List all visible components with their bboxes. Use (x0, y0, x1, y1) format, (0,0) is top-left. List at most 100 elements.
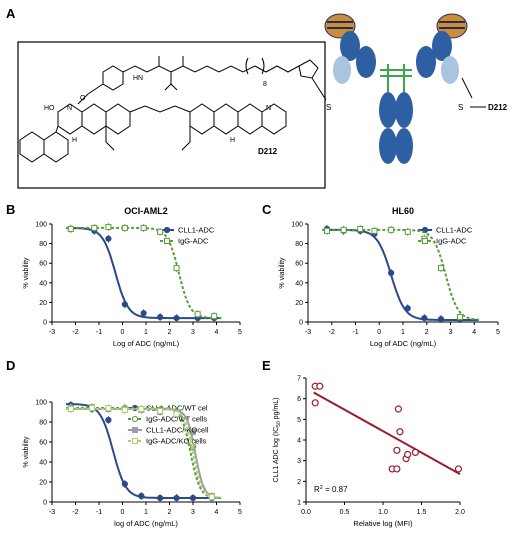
peptide-chain (122, 65, 256, 73)
x-tick-label: 2 (168, 509, 172, 516)
data-point (88, 405, 95, 411)
pbd-ring-7 (213, 103, 239, 135)
legend-marker (131, 415, 139, 423)
y-tick-label: 6 (297, 396, 301, 403)
y-tick-label: 80 (39, 420, 47, 427)
y-tick-label: 60 (39, 261, 47, 268)
carbamate (77, 93, 89, 105)
x-axis-label: log of ADC (ng/mL) (114, 519, 178, 528)
data-point (173, 411, 180, 417)
pbd-ring-6 (189, 103, 215, 135)
antibody-d212-label: D212 (488, 103, 508, 112)
fab-light-right (441, 56, 459, 84)
pbd-ring-3 (105, 103, 131, 135)
fab-arm-left (324, 13, 376, 84)
panel-a: A (6, 6, 508, 189)
data-point (194, 311, 201, 318)
x-tick-label: -3 (49, 509, 55, 516)
panel-letter-d: D (6, 358, 15, 373)
data-point (421, 314, 428, 322)
x-tick-label: -3 (49, 329, 55, 336)
s-label-left: S (326, 103, 331, 112)
fc-ch2-left (379, 92, 397, 128)
x-tick-label: 1.0 (378, 509, 388, 516)
data-point (121, 224, 128, 231)
data-point (311, 399, 319, 407)
x-tick-label: 1 (144, 329, 148, 336)
data-point (316, 382, 324, 390)
x-axis-label: Relative log (MFI) (353, 519, 413, 528)
data-point (454, 465, 463, 473)
data-point (404, 228, 411, 235)
data-point (121, 407, 128, 413)
chart-e: 0.0 0.5 1.0 1.5 2.0 1 2 3 4 5 6 7 Relative log (MFI)… (273, 376, 465, 529)
x-tick-label: 0 (121, 509, 125, 516)
data-point (438, 265, 444, 272)
x-tick-label: 0 (377, 329, 381, 336)
y-tick-label: 1 (297, 500, 301, 507)
x-tick-label: -1 (96, 329, 102, 336)
y-tick-label: 20 (295, 300, 303, 307)
data-point (105, 235, 112, 242)
data-point (411, 448, 419, 456)
x-tick-label: 0.0 (301, 509, 311, 516)
regression-line (313, 391, 461, 475)
ester-link (87, 83, 104, 95)
mol-ho: HO (44, 105, 55, 112)
y-axis-label: % viability (23, 436, 30, 468)
x-tick-label: 5 (238, 509, 242, 516)
data-point (371, 227, 378, 234)
data-point (157, 408, 164, 414)
x-tick-label: 1 (144, 509, 148, 516)
panel-letter-c: C (262, 202, 272, 217)
y-tick-label: 0 (43, 500, 47, 507)
y-tick-label: 40 (39, 460, 47, 467)
propyl-linker (129, 105, 191, 113)
legend-label: CLL1-ADC (436, 226, 473, 235)
data-point (394, 405, 402, 413)
y-tick-label: 100 (291, 222, 303, 229)
fc-ch2-right (395, 92, 413, 128)
data-point (393, 465, 401, 473)
y-tick-label: 100 (35, 400, 47, 407)
x-tick-label: 1 (401, 329, 405, 336)
fab-vh-right (432, 31, 452, 61)
data-point (140, 310, 147, 317)
y-tick-label: 60 (39, 440, 47, 447)
structure-box (17, 41, 326, 189)
fab-light-left (333, 56, 351, 84)
chart-b: -3 -2 -1 0 1 2 3 4 5 0 20 40 60 80 100 OCI-AML2 Log of A… (23, 206, 242, 348)
y-axis-label: % viability (279, 257, 286, 289)
chart-d: -3 -2 -1 0 1 2 3 4 5 0 20 40 60 80 100 log of ADC (ng/m… (23, 400, 242, 529)
data-point (208, 494, 215, 500)
data-point (157, 228, 164, 235)
data-point (404, 450, 412, 459)
chart-title: HL60 (392, 206, 414, 216)
y-tick-label: 40 (295, 280, 303, 287)
data-point (190, 439, 196, 445)
mol-h2: H (230, 137, 235, 144)
chart-c: -3 -2 -1 0 1 2 3 4 5 0 20 40 60 80 100 HL60 Log of ADC (… (279, 206, 500, 348)
data-point (157, 494, 164, 502)
mol-n2: N (266, 105, 271, 112)
legend-marker (163, 226, 171, 234)
x-tick-label: 3 (449, 329, 453, 336)
pbd-ring-8 (237, 103, 263, 135)
data-point (138, 406, 145, 412)
data-point (91, 224, 98, 231)
legend-label: IgG-ADC (178, 237, 209, 246)
peg-bracket-l (245, 57, 249, 75)
pbd-ring-9 (261, 103, 287, 135)
data-point (140, 224, 147, 231)
data-point (396, 428, 404, 436)
data-point (105, 416, 112, 424)
methoxy-1b (105, 141, 115, 151)
legend-label: CLL1-ADC/ KOcell (146, 426, 209, 435)
panel-letter-a: A (6, 6, 16, 21)
mol-h1: H (72, 137, 77, 144)
mol-subscript-8: 8 (263, 81, 267, 88)
x-tick-label: 1.5 (417, 509, 427, 516)
x-tick-label: 0.5 (340, 509, 350, 516)
linker-bond-right (461, 77, 473, 99)
data-point (357, 225, 364, 232)
